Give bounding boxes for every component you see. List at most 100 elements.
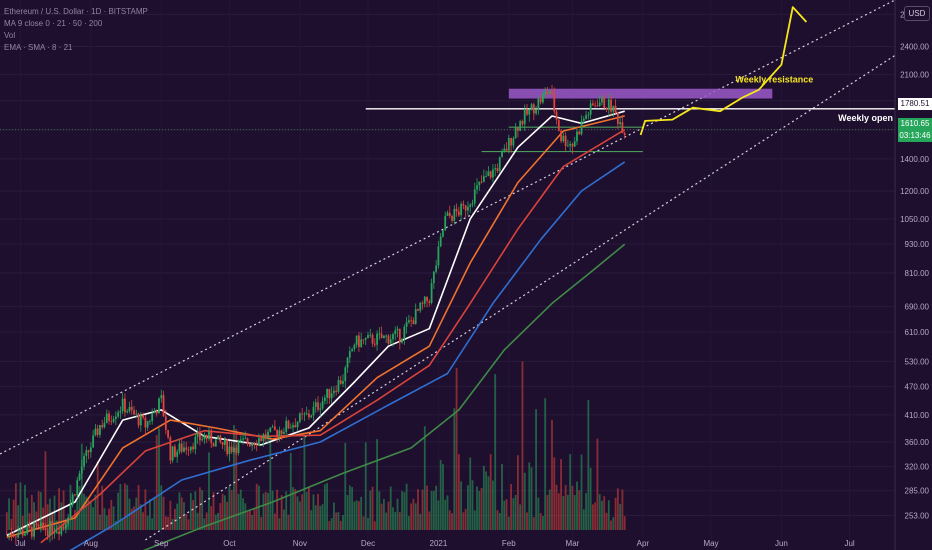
price-axis[interactable]: 253.00 285.00 320.00 360.00 410.00 470.00 530.… [894,0,930,550]
volume-bar [442,464,444,530]
candle-body [566,145,569,147]
y-tick-label: 253.00 [905,512,930,521]
volume-bar [235,428,238,530]
volume-bar [273,513,276,530]
volume-bar [364,442,367,530]
candle-body [126,411,129,413]
volume-bar [371,486,374,530]
volume-bar [8,498,10,530]
volume-bar [314,505,317,530]
candle-body [319,408,322,410]
candle-body [426,296,428,301]
volume-bar [587,399,590,530]
volume-bar [130,508,133,530]
volume-bar [221,493,224,530]
candle-body [103,422,106,428]
candle-body [210,431,213,444]
candle-body [489,171,492,178]
volume-bar [621,489,624,530]
candle-body [487,171,490,176]
candle-body [591,103,594,106]
volume-bar [210,506,213,530]
volume-bar [185,513,188,530]
volume-bar [62,490,65,530]
candle-body [237,441,240,454]
candle-body [285,420,288,433]
candle-body [117,412,120,417]
candle-body [214,439,217,447]
volume-bar [280,495,283,530]
volume-bar [548,489,551,530]
candle-body [598,102,601,106]
candle-body [35,523,38,526]
y-tick-label: 1050.00 [900,215,929,224]
candle-body [607,99,610,110]
volume-bar [596,438,599,530]
volume-bar [623,516,626,530]
y-tick-label: 320.00 [905,463,930,472]
volume-bar [87,499,90,530]
volume-bar [455,368,458,530]
volume-bar [103,508,106,530]
candle-body [546,91,549,95]
volume-bar [19,482,22,530]
x-tick-label: Sep [154,539,169,548]
candle-body [258,438,260,446]
last-price-tag: 1610.65 03:13:46 [898,118,932,142]
volume-bar [271,490,274,530]
candle-body [242,438,244,440]
volume-bar [492,480,494,530]
volume-bar [392,507,394,530]
candle-body [435,265,438,272]
candle-body [278,430,281,437]
volume-bar [394,511,397,530]
candle-body [305,413,308,415]
volume-bar [144,489,147,530]
candle-body [312,406,315,416]
legend-extra[interactable]: EMA · SMA · 8 · 21 [4,43,73,52]
volume-bar [260,517,263,530]
candle-body [287,420,290,429]
legend-ma[interactable]: MA 9 close 0 · 21 · 50 · 200 [4,19,103,28]
moving-averages [6,110,626,550]
candle-body [201,439,204,441]
candle-body [380,333,383,339]
volume-bar [601,500,603,530]
candle-body [382,335,385,339]
legend-vol[interactable]: Vol [4,31,16,40]
candle-body [219,435,222,443]
volume-bar [117,492,120,530]
candle-body [26,525,29,534]
volume-bar [21,515,24,530]
volume-bar [444,499,447,530]
volume-bar [451,513,453,530]
volume-bar [446,495,449,530]
volume-bar [83,493,85,530]
volume-bar [367,517,369,530]
volume-bar [110,499,113,530]
currency-button[interactable]: USD [904,6,930,21]
y-tick-label: 810.00 [905,269,930,278]
weekly-open-label: Weekly open [838,113,893,123]
candle-body [596,105,599,107]
candle-body [246,438,249,444]
candle-body [394,330,397,335]
candle-body [76,480,79,496]
volume-bar [37,491,40,530]
legend-symbol[interactable]: Ethereum / U.S. Dollar · 1D · BITSTAMP [4,7,148,16]
bar-countdown: 03:13:46 [899,131,931,140]
volume-bar [417,489,419,530]
volume-bar [321,504,324,530]
candle-body [351,349,353,352]
volume-bar [462,512,465,530]
volume-bar [557,493,560,530]
volume-bar [230,490,233,530]
candle-body [476,185,478,190]
candle-body [192,446,194,450]
time-axis[interactable]: Jul Aug Sep Oct Nov Dec 2021 Feb Mar Apr May Jun Jul [15,539,855,548]
volume-bar [612,517,615,530]
candle-body [358,335,360,348]
volume-bar [85,496,88,530]
candle-body [362,339,365,341]
